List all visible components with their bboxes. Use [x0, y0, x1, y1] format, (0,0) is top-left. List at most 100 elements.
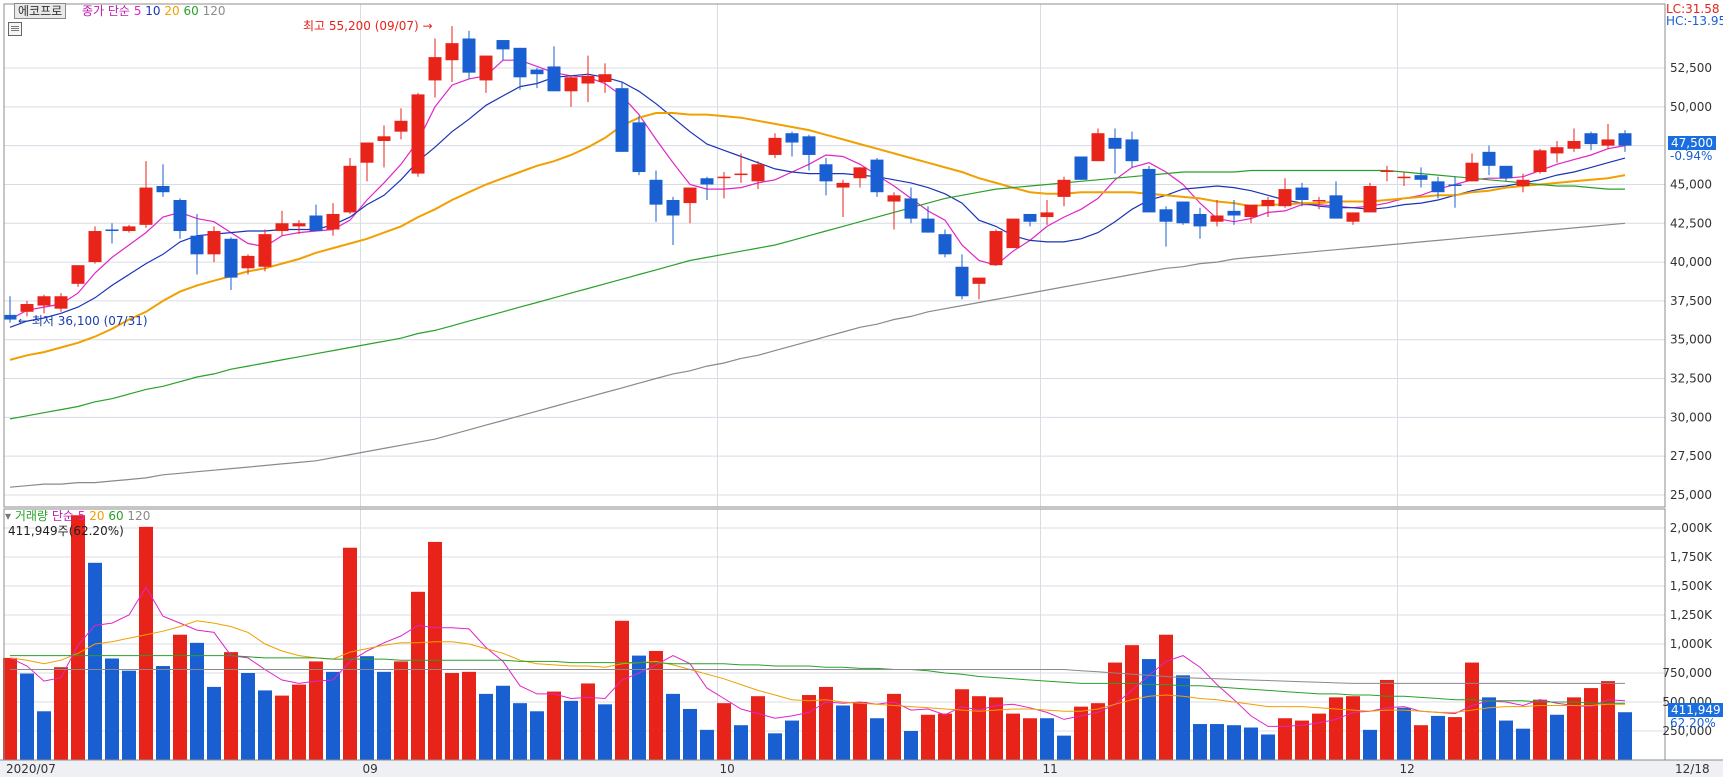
candle[interactable]: [3, 296, 17, 323]
volume-bar[interactable]: [513, 703, 527, 760]
candle[interactable]: [938, 229, 952, 258]
volume-bar[interactable]: [615, 620, 629, 760]
volume-bar[interactable]: [1601, 681, 1615, 760]
candle[interactable]: [1108, 128, 1122, 174]
candle[interactable]: [649, 170, 663, 222]
candle[interactable]: [1091, 128, 1105, 162]
volume-bar[interactable]: [1567, 697, 1581, 760]
candle[interactable]: [1533, 148, 1547, 174]
volume-bar[interactable]: [1312, 713, 1326, 760]
collapse-icon[interactable]: ▾: [5, 509, 12, 523]
candle[interactable]: [1006, 218, 1020, 249]
candle[interactable]: [190, 213, 204, 275]
volume-bar[interactable]: [1431, 715, 1445, 760]
volume-ma-legend-120[interactable]: 120: [127, 509, 151, 523]
volume-bar[interactable]: [1618, 712, 1632, 760]
candle[interactable]: [1380, 165, 1394, 182]
candle[interactable]: [1346, 212, 1360, 225]
candle[interactable]: [156, 164, 170, 197]
candle[interactable]: [1023, 213, 1037, 227]
candle[interactable]: [1601, 123, 1615, 149]
volume-bar[interactable]: [309, 661, 323, 760]
volume-bar[interactable]: [1363, 729, 1377, 760]
candle[interactable]: [1482, 145, 1496, 176]
volume-bar[interactable]: [819, 686, 833, 760]
candle[interactable]: [394, 108, 408, 140]
price-ma-legend-120[interactable]: 120: [202, 4, 226, 18]
price-ma-legend-10[interactable]: 10: [145, 4, 161, 18]
volume-bar[interactable]: [1499, 720, 1513, 760]
volume-bar[interactable]: [20, 673, 34, 760]
candle[interactable]: [1210, 199, 1224, 227]
candle[interactable]: [1261, 196, 1275, 218]
volume-bar[interactable]: [751, 696, 765, 760]
candle[interactable]: [1159, 206, 1173, 247]
candle[interactable]: [1193, 207, 1207, 239]
candle[interactable]: [802, 134, 816, 171]
volume-bar[interactable]: [1244, 727, 1258, 760]
volume-bar[interactable]: [683, 708, 697, 760]
volume-bar[interactable]: [275, 695, 289, 760]
candle[interactable]: [224, 237, 238, 291]
candle[interactable]: [173, 198, 187, 239]
volume-bar[interactable]: [547, 691, 561, 760]
volume-bar[interactable]: [496, 685, 510, 760]
candle[interactable]: [309, 204, 323, 232]
volume-bar[interactable]: [258, 690, 272, 760]
candle[interactable]: [258, 229, 272, 272]
candle[interactable]: [54, 293, 68, 312]
candle[interactable]: [479, 55, 493, 93]
candle[interactable]: [1363, 182, 1377, 213]
volume-bar[interactable]: [1040, 718, 1054, 760]
candle[interactable]: [377, 125, 391, 168]
volume-bar[interactable]: [360, 656, 374, 760]
candle[interactable]: [241, 254, 255, 275]
volume-bar[interactable]: [88, 562, 102, 760]
volume-bar[interactable]: [1108, 662, 1122, 760]
candle[interactable]: [972, 277, 986, 300]
volume-bar[interactable]: [207, 686, 221, 760]
candle[interactable]: [887, 192, 901, 230]
candle[interactable]: [598, 63, 612, 93]
volume-bar[interactable]: [1414, 725, 1428, 760]
candle[interactable]: [1618, 130, 1632, 152]
candle[interactable]: [921, 206, 935, 233]
volume-bar[interactable]: [139, 526, 153, 760]
volume-bar[interactable]: [1482, 697, 1496, 760]
volume-bar[interactable]: [1397, 707, 1411, 760]
volume-ma-legend-5[interactable]: 5: [77, 509, 86, 523]
candle[interactable]: [139, 161, 153, 228]
volume-bar[interactable]: [955, 689, 969, 760]
candle[interactable]: [768, 133, 782, 159]
candle[interactable]: [751, 161, 765, 190]
volume-bar[interactable]: [173, 634, 187, 760]
candle[interactable]: [1295, 182, 1309, 207]
volume-bar[interactable]: [1091, 703, 1105, 760]
volume-bar[interactable]: [428, 541, 442, 760]
candle[interactable]: [105, 223, 119, 244]
volume-ma-legend-60[interactable]: 60: [108, 509, 124, 523]
volume-bar[interactable]: [1329, 697, 1343, 760]
volume-bar[interactable]: [190, 642, 204, 760]
indicator-button[interactable]: 에코프로: [14, 3, 67, 19]
volume-bar[interactable]: [1448, 717, 1462, 760]
candle[interactable]: [683, 187, 697, 224]
volume-bar[interactable]: [785, 720, 799, 760]
candle[interactable]: [88, 226, 102, 264]
volume-bar[interactable]: [1193, 724, 1207, 760]
candle[interactable]: [1567, 128, 1581, 152]
volume-bar[interactable]: [921, 714, 935, 760]
candle[interactable]: [207, 226, 221, 263]
volume-bar[interactable]: [1074, 706, 1088, 760]
candle[interactable]: [428, 38, 442, 98]
price-ma-legend-5[interactable]: 5: [133, 4, 142, 18]
candle[interactable]: [734, 153, 748, 183]
volume-bar[interactable]: [717, 703, 731, 760]
volume-bar[interactable]: [887, 693, 901, 760]
volume-bar[interactable]: [972, 696, 986, 760]
volume-bar[interactable]: [1159, 634, 1173, 760]
candle[interactable]: [1057, 176, 1071, 207]
candle[interactable]: [1414, 167, 1428, 188]
candle[interactable]: [1499, 165, 1513, 182]
candle[interactable]: [955, 254, 969, 300]
